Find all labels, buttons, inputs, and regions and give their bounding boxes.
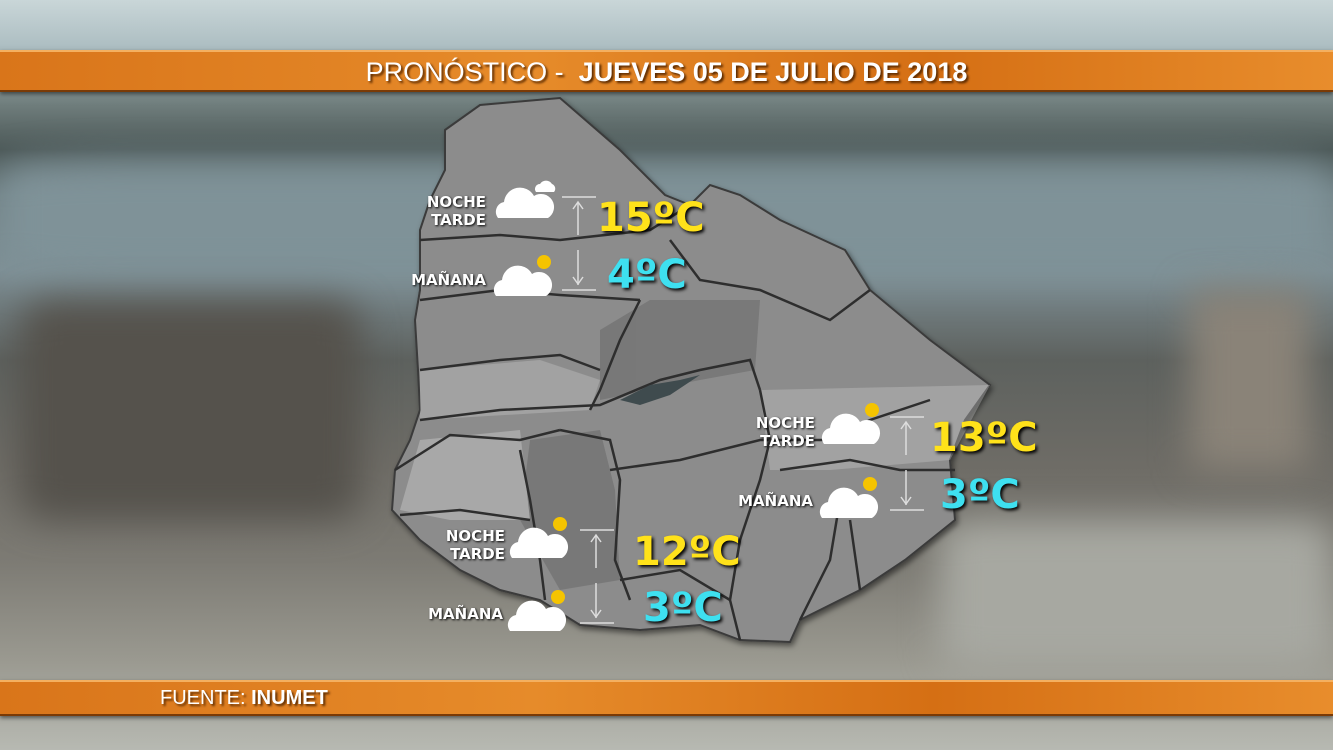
source-label: FUENTE: <box>160 687 246 709</box>
title-date: JUEVES 05 DE JULIO DE 2018 <box>578 57 968 87</box>
forecast-south-evening-label: NOCHE TARDE <box>445 527 505 563</box>
partly-cloudy-icon <box>493 255 553 296</box>
partly-cloudy-icon <box>509 517 569 558</box>
partly-cloudy-icon <box>507 590 567 631</box>
title-prefix: PRONÓSTICO - <box>365 57 564 87</box>
source-credit: FUENTE: INUMET <box>160 684 328 712</box>
partly-cloudy-icon <box>819 477 879 518</box>
temperature-range-arrows <box>562 196 596 291</box>
temperature-range-arrows <box>890 416 924 511</box>
background-building <box>940 520 1333 670</box>
lake-rincon-del-bonete <box>620 375 700 405</box>
forecast-north-morning-label: MAÑANA <box>411 271 486 289</box>
min-temperature: 4ºC <box>607 252 687 298</box>
background-building <box>20 300 360 520</box>
header-bar <box>0 50 1333 92</box>
temperature-range-arrows <box>580 529 614 624</box>
min-temperature: 3ºC <box>643 585 723 631</box>
footer-bar <box>0 680 1333 716</box>
forecast-north-evening-label: NOCHE TARDE <box>426 193 486 229</box>
cloudy-icon <box>495 180 556 218</box>
partly-cloudy-icon <box>821 403 881 444</box>
max-temperature: 12ºC <box>633 529 741 575</box>
forecast-east-evening-label: NOCHE TARDE <box>755 414 815 450</box>
forecast-east-morning-label: MAÑANA <box>738 492 813 510</box>
source-name: INUMET <box>251 687 328 709</box>
max-temperature: 13ºC <box>930 415 1038 461</box>
max-temperature: 15ºC <box>597 195 705 241</box>
page-title: PRONÓSTICO - JUEVES 05 DE JULIO DE 2018 <box>0 52 1333 90</box>
min-temperature: 3ºC <box>940 472 1020 518</box>
background-building <box>1190 290 1310 470</box>
forecast-south-morning-label: MAÑANA <box>428 605 503 623</box>
department-fills <box>400 300 990 590</box>
